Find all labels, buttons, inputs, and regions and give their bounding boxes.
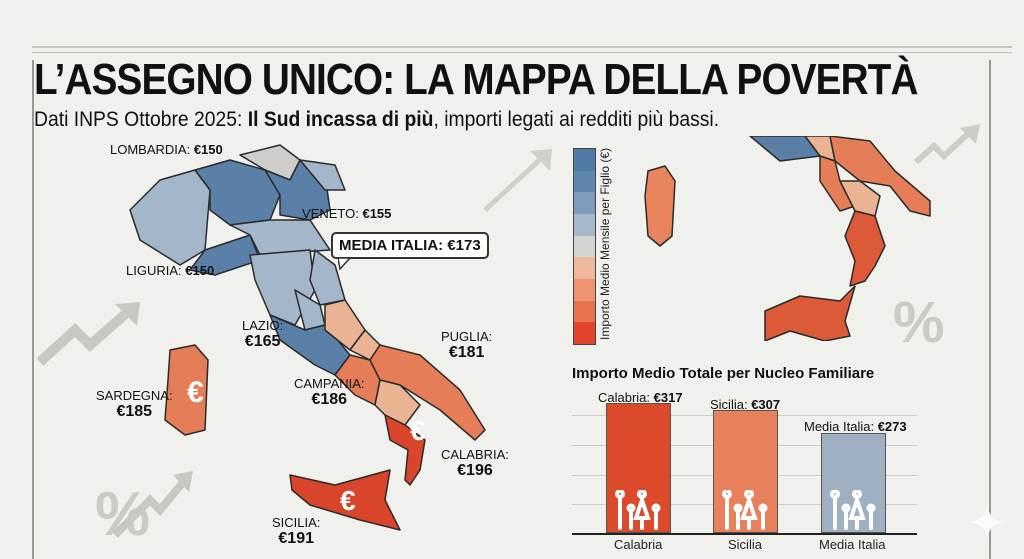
top-rule [32,46,1012,48]
trend-arrow-icon [483,149,552,212]
bar-value-media-italia: Media Italia: €273 [804,419,907,434]
label-veneto: VENETO: €155 [302,206,392,221]
bar-chart-title: Importo Medio Totale per Nucleo Familiar… [572,365,875,382]
subtitle-highlight: Il Sud incassa di più [247,108,434,131]
legend-title: Importo Medio Mensile per Figlio (€) [598,147,612,340]
average-callout: MEDIA ITALIA: €173 [331,232,489,259]
label-sicilia: SICILIA: €191 [272,515,321,548]
legend-swatch [574,149,595,171]
family-icon [830,490,876,530]
legend-swatch [574,235,595,258]
bar-chart [572,395,917,535]
page-title: L’ASSEGNO UNICO: LA MAPPA DELLA POVERTÀ [34,55,918,104]
region-friuli [299,159,346,191]
region-liguria [189,234,261,276]
x-label-media-italia: Media Italia [819,537,886,552]
percent-icon: % [893,290,945,348]
euro-icon: € [410,415,426,446]
legend-swatch [574,170,595,193]
bar-value-sicilia: Sicilia: €307 [710,397,781,412]
legend-swatch [574,214,595,236]
callout-pointer [338,258,352,270]
label-puglia: PUGLIA: €181 [441,329,493,362]
legend-swatch [574,279,595,301]
label-campania: CAMPANIA: €186 [294,376,365,409]
trend-arrow-icon [36,302,140,366]
trend-arrow-icon [914,124,980,165]
color-legend [573,148,596,345]
region-emilia [229,219,331,256]
page-subtitle: Dati INPS Ottobre 2025: Il Sud incassa d… [34,108,719,132]
label-lazio: LAZIO: €165 [242,318,284,351]
euro-icon: € [187,376,204,409]
sparkle-icon [970,505,1004,539]
legend-swatch [574,322,595,345]
region-piemonte [129,169,211,266]
italy-map: € € € [129,144,486,531]
label-liguria: LIGURIA: €150 [126,263,215,278]
bar-value-calabria: Calabria: €317 [598,390,683,405]
svg-text:%: % [893,290,945,348]
subtitle-suffix: , importi legati ai redditi più bassi. [433,108,720,131]
region-calabria [384,414,426,486]
family-icon [722,490,768,530]
euro-icon: € [340,485,356,516]
legend-swatch [574,192,595,215]
x-label-sicilia: Sicilia [728,537,762,552]
right-border [989,60,991,559]
label-lombardia: LOMBARDIA: €150 [110,142,223,157]
legend-swatch [574,300,595,323]
subtitle-prefix: Dati INPS Ottobre 2025: [34,108,248,131]
top-rule-thin [32,52,1012,53]
x-label-calabria: Calabria [614,537,663,552]
south-italy-map [644,136,931,341]
family-icon [615,490,661,530]
region-sicilia [289,469,401,531]
label-calabria: CALABRIA: €196 [441,447,509,480]
region-sardegna [164,344,209,436]
label-sardegna: SARDEGNA: €185 [96,388,173,421]
left-border [32,60,34,559]
x-axis [572,533,917,535]
legend-swatch [574,257,595,280]
percent-trend-icon: % [95,471,193,545]
